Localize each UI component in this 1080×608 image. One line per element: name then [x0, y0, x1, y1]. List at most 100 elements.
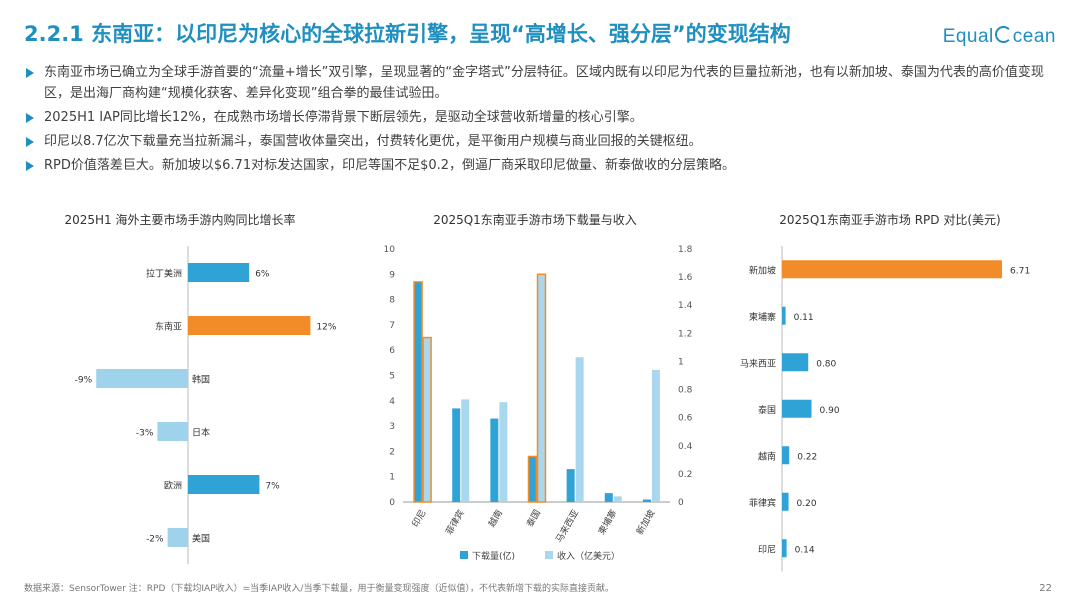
category-label: 越南 — [486, 508, 505, 530]
legend-label: 下载量(亿) — [472, 550, 515, 562]
data-label: -3% — [136, 429, 154, 439]
bar-revenue — [461, 399, 470, 502]
y2-tick-label: 1 — [678, 357, 684, 367]
category-label: 越南 — [758, 450, 776, 462]
data-label: 0.11 — [794, 313, 814, 323]
data-label: 12% — [316, 323, 336, 333]
category-label: 韩国 — [192, 374, 210, 386]
y2-tick-label: 1.6 — [678, 273, 693, 283]
y-tick-label: 3 — [389, 422, 395, 432]
bar — [188, 263, 250, 282]
category-label: 菲律宾 — [749, 497, 776, 509]
bar-revenue — [422, 336, 432, 503]
chart-iap-growth: 2025H1 海外主要市场手游内购同比增长率拉丁美洲 6% 东南亚 12% 韩国 -9% 日… — [20, 204, 360, 574]
brand-logo: Equal cean — [943, 26, 1056, 48]
y-tick-label: 5 — [389, 372, 395, 382]
y2-tick-label: 0.4 — [678, 442, 693, 452]
bar — [157, 422, 188, 441]
legend-swatch — [545, 551, 553, 559]
bullet-item: 2025H1 IAP同比增长12%，在成熟市场增长停滞背景下断层领先，是驱动全球… — [24, 107, 1054, 128]
bar — [782, 353, 809, 372]
category-label: 泰国 — [524, 508, 543, 530]
category-label: 马来西亚 — [554, 508, 582, 545]
y-tick-label: 9 — [389, 270, 395, 280]
y-tick-label: 10 — [384, 245, 396, 255]
category-label: 印尼 — [409, 508, 428, 530]
y2-tick-label: 1.8 — [678, 245, 693, 255]
data-label: 7% — [265, 482, 280, 492]
bar-revenue — [536, 273, 547, 503]
chart-rpd: 2025Q1东南亚手游市场 RPD 对比(美元) 新加坡 6.71 柬埔寨 0.11 马来… — [720, 204, 1065, 574]
data-label: 0.22 — [797, 452, 817, 462]
y2-tick-label: 0.8 — [678, 386, 693, 396]
logo-o-icon — [994, 26, 1012, 43]
page-title: 2.2.1 东南亚：以印尼为核心的全球拉新引擎，呈现“高增长、强分层”的变现结构 — [24, 22, 791, 46]
logo-text-left: Equal — [942, 26, 994, 47]
chart-title: 2025Q1东南亚手游市场下载量与收入 — [433, 212, 637, 227]
category-label: 拉丁美洲 — [146, 268, 182, 280]
bar-downloads — [642, 499, 651, 502]
category-label: 新加坡 — [749, 264, 776, 276]
y-tick-label: 6 — [389, 346, 395, 356]
page-number: 22 — [1039, 583, 1052, 594]
bar — [782, 399, 812, 418]
bar — [188, 316, 311, 335]
data-label: 0.80 — [816, 359, 836, 369]
bar-downloads — [604, 493, 613, 502]
y2-tick-label: 0.2 — [678, 470, 692, 480]
data-label: 0.20 — [797, 499, 817, 509]
data-label: -2% — [146, 535, 164, 545]
bar-revenue — [575, 357, 584, 502]
bar — [188, 475, 260, 494]
y2-tick-label: 1.2 — [678, 329, 692, 339]
category-label: 泰国 — [758, 404, 776, 416]
bar-downloads — [490, 418, 499, 502]
category-label: 新加坡 — [634, 508, 658, 537]
bullet-list: 东南亚市场已确立为全球手游首要的“流量+增长”双引擎，呈现显著的“金字塔式”分层… — [24, 62, 1054, 179]
bar — [96, 369, 188, 388]
y-tick-label: 1 — [389, 473, 395, 483]
category-label: 马来西亚 — [740, 358, 776, 369]
bar — [782, 446, 790, 465]
y2-tick-label: 0.6 — [678, 414, 693, 424]
y2-tick-label: 0 — [678, 498, 684, 508]
bullet-item: RPD价值落差巨大。新加坡以$6.71对标发达国家，印尼等国不足$0.2，倒逼厂… — [24, 155, 1054, 176]
bar — [782, 306, 786, 325]
category-label: 东南亚 — [155, 321, 182, 333]
bar — [782, 539, 787, 558]
logo-text-right: cean — [1012, 26, 1056, 47]
bar — [782, 260, 1002, 279]
bar-downloads — [527, 455, 538, 503]
y-tick-label: 7 — [389, 321, 395, 331]
footer-source: 数据来源：SensorTower 注：RPD（下载均IAP收入）=当季IAP收入… — [24, 584, 614, 594]
chart-rpd-svg: 2025Q1东南亚手游市场 RPD 对比(美元) 新加坡 6.71 柬埔寨 0.11 马来… — [740, 212, 1030, 572]
bullet-item: 印尼以8.7亿次下载量充当拉新漏斗，泰国营收体量突出，付费转化更优，是平衡用户规… — [24, 131, 1054, 152]
data-label: 6% — [255, 270, 270, 280]
chart-title: 2025H1 海外主要市场手游内购同比增长率 — [64, 212, 295, 227]
bar-downloads — [566, 469, 575, 502]
category-label: 欧洲 — [164, 480, 182, 492]
category-label: 柬埔寨 — [595, 508, 619, 537]
legend-swatch — [460, 551, 468, 559]
data-label: 0.90 — [820, 406, 840, 416]
y-tick-label: 4 — [389, 397, 395, 407]
category-label: 美国 — [192, 533, 210, 545]
chart-download-revenue-svg: 2025Q1东南亚手游市场下载量与收入 0 1 2 3 4 5 6 7 8 9 10 0 0.2 0.4 0.… — [384, 212, 693, 562]
bar-downloads — [452, 408, 461, 502]
chart-title: 2025Q1东南亚手游市场 RPD 对比(美元) — [779, 212, 1000, 227]
data-label: 6.71 — [1010, 266, 1030, 276]
bullet-item: 东南亚市场已确立为全球手游首要的“流量+增长”双引擎，呈现显著的“金字塔式”分层… — [24, 62, 1054, 104]
y-tick-label: 0 — [389, 498, 395, 508]
category-label: 柬埔寨 — [749, 311, 776, 323]
bar — [782, 492, 789, 511]
legend-label: 收入（亿美元） — [557, 550, 620, 562]
bar-revenue — [651, 369, 660, 502]
category-label: 菲律宾 — [443, 508, 467, 537]
y-tick-label: 2 — [389, 447, 395, 457]
data-label: -9% — [75, 376, 93, 386]
bar — [167, 528, 188, 547]
category-label: 日本 — [192, 427, 210, 439]
bar-revenue — [613, 496, 622, 502]
y-tick-label: 8 — [389, 296, 395, 306]
